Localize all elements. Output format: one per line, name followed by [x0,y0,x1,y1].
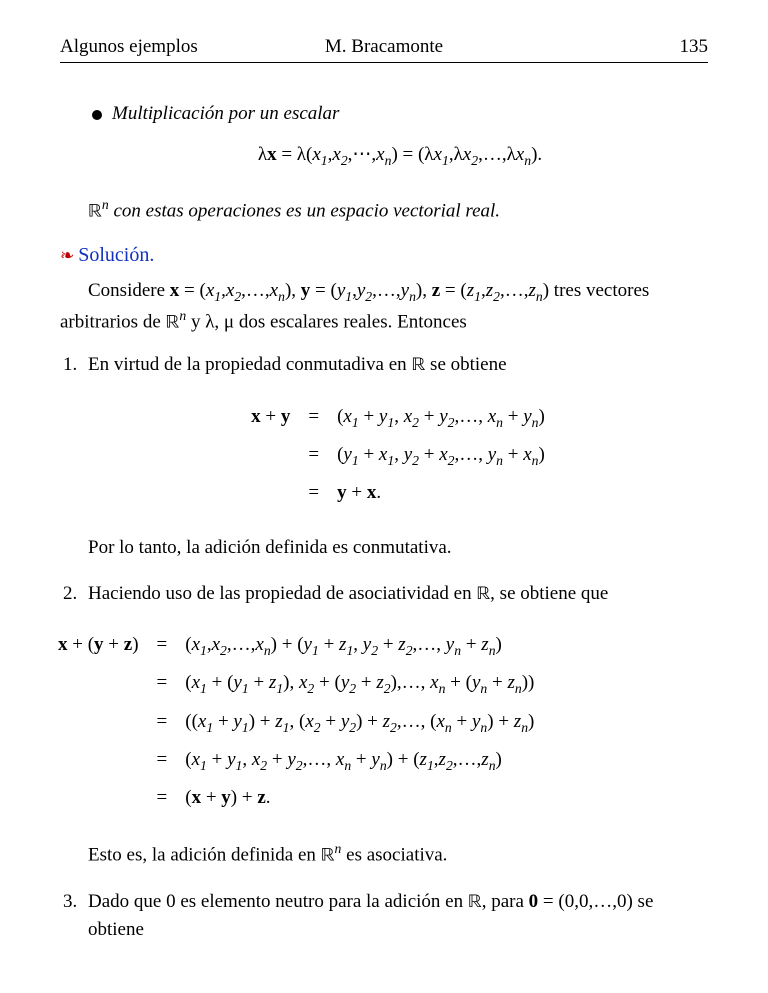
item3-rr: ℝ [468,893,482,912]
item2-text-b: , se obtiene que [490,583,608,604]
item2-after-rn: ℝ [321,846,335,865]
item2-after: Esto es, la adición definida en ℝn es as… [88,839,708,870]
item1-text-b: se obtiene [425,354,506,375]
item2-rr: ℝ [476,585,490,604]
item3-text-a: Dado que 0 es elemento neutro para la ad… [88,891,468,912]
item1-text-a: En virtud de la propiedad conmutadiva en [88,354,411,375]
item2-text-a: Haciendo uso de las propiedad de asociat… [88,583,476,604]
item-1: En virtud de la propiedad conmutadiva en… [82,351,708,561]
considere-paragraph: Considere x = (x1,x2,…,xn), y = (y1,y2,…… [60,277,708,338]
header-center: M. Bracamonte [276,36,492,58]
item-2: Haciendo uso de las propiedad de asociat… [82,580,708,870]
solution-heading: ❧Solución. [60,244,708,267]
bullet-title: Multiplicación por un escalar [112,103,339,124]
header-page-number: 135 [492,36,708,58]
leaf-icon: ❧ [60,246,74,265]
item1-after: Por lo tanto, la adición definida es con… [88,534,708,562]
bullet-heading: Multiplicación por un escalar [92,103,708,125]
enumeration: En virtud de la propiedad conmutadiva en… [82,351,708,944]
header-left: Algunos ejemplos [60,36,276,58]
page: Algunos ejemplos M. Bracamonte 135 Multi… [0,0,768,944]
blackboard-r: ℝ [88,202,102,221]
solution-word: Solución. [78,244,154,266]
rn-statement: ℝn con estas operaciones es un espacio v… [60,195,708,226]
considere-post2: y λ, μ dos escalares reales. Entonces [186,312,467,333]
considere-rn: ℝ [166,314,180,333]
equation-scalar-mult: λx = λ(x1,x2,⋯,xn) = (λx1,λx2,…,λxn). [92,143,708,169]
item1-align: x + y = (x1 + y1, x2 + y2,…, xn + yn) = … [251,398,545,512]
item2-after-b: es asociativa. [341,844,447,865]
sep1: , [291,280,301,301]
bullet-icon [92,110,102,120]
item3-text-b: , para [482,891,529,912]
item2-after-a: Esto es, la adición definida en [88,844,321,865]
rn-text: con estas operaciones es un espacio vect… [109,200,500,221]
item2-align: x + (y + z) = (x1,x2,…,xn) + (y1 + z1, y… [58,626,534,817]
considere-pre: Considere [88,280,170,301]
sep2: , [422,280,432,301]
item-3: Dado que 0 es elemento neutro para la ad… [82,888,708,944]
page-header: Algunos ejemplos M. Bracamonte 135 [60,36,708,63]
bullet-section: Multiplicación por un escalar λx = λ(x1,… [92,103,708,169]
item1-rr: ℝ [411,356,425,375]
rn-sup: n [102,197,109,212]
